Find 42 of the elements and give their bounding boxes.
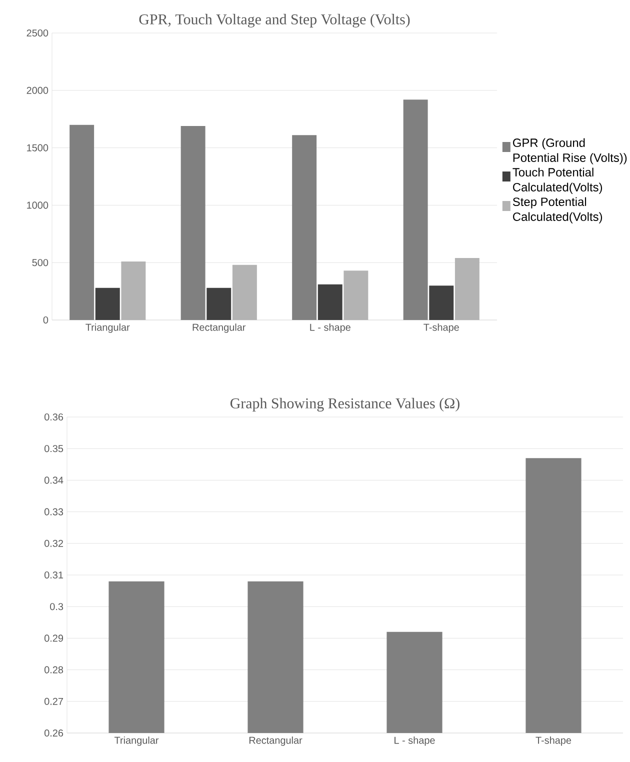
bar — [292, 135, 317, 320]
legend-label: Step Potential Calculated(Volts) — [512, 197, 602, 224]
x-tick-label: Rectangular — [192, 324, 246, 333]
y-tick-label: 0.31 — [44, 571, 63, 579]
legend-label: Touch Potential Calculated(Volts) — [512, 168, 602, 194]
chart-title: Graph Showing Resistance Values (Ω) — [230, 398, 460, 412]
y-tick-label: 0.3 — [50, 603, 64, 610]
y-tick-label: 0.35 — [44, 445, 64, 452]
y-tick-label: 2500 — [26, 29, 48, 37]
x-tick-label: Triangular — [114, 736, 159, 746]
legend-label: GPR (Ground Potential Rise (Volts)) — [513, 138, 627, 164]
bar — [429, 286, 454, 320]
x-tick-label: T-shape — [536, 736, 572, 746]
bar — [206, 288, 232, 320]
bar — [232, 264, 257, 320]
y-tick-label: 500 — [32, 259, 48, 266]
y-tick-label: 0.32 — [44, 540, 63, 547]
bar — [95, 288, 120, 320]
bar — [454, 258, 480, 320]
x-tick-label: Triangular — [86, 324, 130, 333]
x-tick-label: L - shape — [310, 324, 350, 333]
y-tick-label: 1000 — [27, 202, 48, 209]
x-tick-label: L - shape — [394, 736, 435, 746]
y-tick-label: 2000 — [26, 86, 48, 94]
y-tick-label: 0.26 — [44, 729, 64, 737]
y-tick-label: 1500 — [27, 144, 48, 152]
y-tick-label: 0.33 — [44, 508, 64, 516]
y-tick-label: 0.27 — [44, 698, 63, 705]
y-tick-label: 0.36 — [44, 413, 64, 421]
y-tick-label: 0.34 — [44, 476, 64, 484]
chart-title: GPR, Touch Voltage and Step Voltage (Volts) — [139, 14, 410, 28]
y-tick-label: 0.29 — [44, 634, 64, 642]
bar — [180, 126, 206, 320]
bar — [344, 270, 368, 320]
x-tick-label: Rectangular — [249, 736, 302, 746]
y-tick-label: 0.28 — [44, 666, 64, 674]
bar — [121, 261, 146, 320]
x-tick-label: T-shape — [424, 324, 459, 333]
bar — [403, 100, 428, 320]
bar — [70, 124, 94, 320]
y-tick-label: 0 — [43, 316, 48, 324]
bar — [318, 284, 342, 320]
